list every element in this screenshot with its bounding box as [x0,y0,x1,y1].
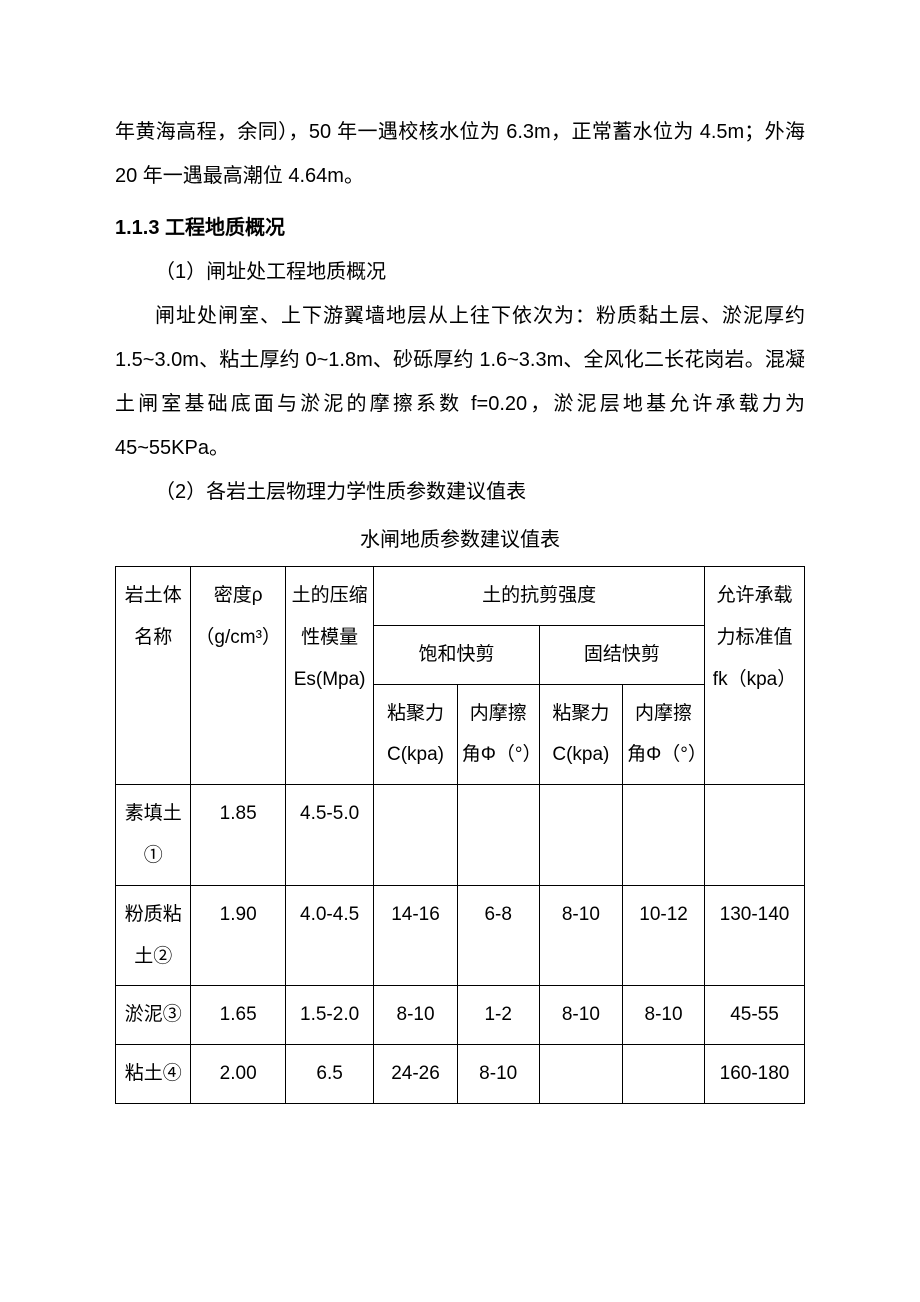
table-row: 淤泥③ 1.65 1.5-2.0 8-10 1-2 8-10 8-10 45-5… [116,986,805,1045]
table-header-es: 土的压缩性模量Es(Mpa) [285,567,373,785]
cell-phi2 [623,785,705,886]
paragraph-item-1: （1）闸址处工程地质概况 [115,250,805,294]
cell-density: 1.65 [191,986,286,1045]
table-header-consolidated: 固结快剪 [539,625,704,684]
cell-es: 4.5-5.0 [285,785,373,886]
table-header-shear: 土的抗剪强度 [374,567,705,626]
table-row: 素填土① 1.85 4.5-5.0 [116,785,805,886]
table-row: 粉质粘土② 1.90 4.0-4.5 14-16 6-8 8-10 10-12 … [116,885,805,986]
cell-phi2: 8-10 [623,986,705,1045]
table-header-name: 岩土体名称 [116,567,191,785]
cell-name: 淤泥③ [116,986,191,1045]
cell-density: 1.85 [191,785,286,886]
cell-c2: 8-10 [539,986,622,1045]
cell-es: 4.0-4.5 [285,885,373,986]
cell-name: 粉质粘土② [116,885,191,986]
section-heading-113: 1.1.3 工程地质概况 [115,206,805,250]
cell-phi2 [623,1045,705,1104]
cell-phi1: 1-2 [457,986,539,1045]
cell-fk: 130-140 [705,885,805,986]
paragraph-geology-desc: 闸址处闸室、上下游翼墙地层从上往下依次为：粉质黏土层、淤泥厚约 1.5~3.0m… [115,294,805,470]
cell-c1: 24-26 [374,1045,457,1104]
cell-name: 粘土④ [116,1045,191,1104]
cell-density: 2.00 [191,1045,286,1104]
paragraph-context-line: 年黄海高程，余同），50 年一遇校核水位为 6.3m，正常蓄水位为 4.5m；外… [115,110,805,198]
table-header-phi2: 内摩擦角Φ（°） [623,684,705,785]
cell-c1: 8-10 [374,986,457,1045]
table-header-density: 密度ρ（g/cm³） [191,567,286,785]
table-header-phi1: 内摩擦角Φ（°） [457,684,539,785]
cell-fk: 45-55 [705,986,805,1045]
cell-c1: 14-16 [374,885,457,986]
cell-es: 1.5-2.0 [285,986,373,1045]
table-row: 粘土④ 2.00 6.5 24-26 8-10 160-180 [116,1045,805,1104]
geology-params-table: 岩土体名称 密度ρ（g/cm³） 土的压缩性模量Es(Mpa) 土的抗剪强度 允… [115,566,805,1104]
table-header-c2: 粘聚力C(kpa) [539,684,622,785]
cell-fk: 160-180 [705,1045,805,1104]
cell-phi1: 6-8 [457,885,539,986]
cell-c2: 8-10 [539,885,622,986]
cell-c1 [374,785,457,886]
cell-phi2: 10-12 [623,885,705,986]
cell-density: 1.90 [191,885,286,986]
cell-c2 [539,785,622,886]
cell-phi1 [457,785,539,886]
table-header-fk: 允许承载力标准值 fk（kpa） [705,567,805,785]
cell-c2 [539,1045,622,1104]
table-header-row-1: 岩土体名称 密度ρ（g/cm³） 土的压缩性模量Es(Mpa) 土的抗剪强度 允… [116,567,805,626]
cell-name: 素填土① [116,785,191,886]
table-caption: 水闸地质参数建议值表 [115,518,805,562]
table-header-c1: 粘聚力C(kpa) [374,684,457,785]
paragraph-item-2: （2）各岩土层物理力学性质参数建议值表 [115,470,805,514]
cell-fk [705,785,805,886]
table-header-saturated: 饱和快剪 [374,625,539,684]
cell-phi1: 8-10 [457,1045,539,1104]
cell-es: 6.5 [285,1045,373,1104]
